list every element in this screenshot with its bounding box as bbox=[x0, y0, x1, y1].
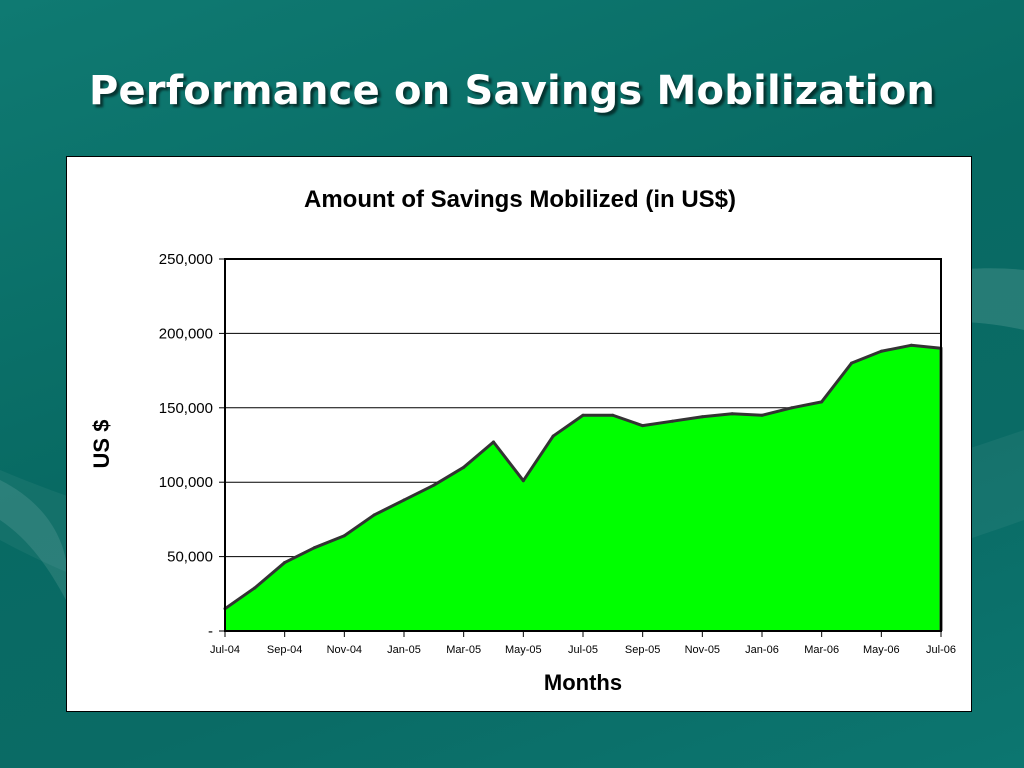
data-point bbox=[879, 349, 883, 353]
x-tick-label: Mar-05 bbox=[446, 644, 481, 656]
y-tick-label: 100,000 bbox=[159, 474, 213, 491]
data-point bbox=[462, 465, 466, 469]
data-point bbox=[700, 415, 704, 419]
data-point bbox=[313, 546, 316, 550]
data-point bbox=[283, 561, 287, 565]
y-axis-title: US $ bbox=[89, 420, 114, 469]
x-tick-label: Jul-04 bbox=[210, 644, 240, 656]
y-tick-label: 150,000 bbox=[159, 400, 213, 417]
data-point bbox=[581, 413, 585, 417]
x-tick-label: May-06 bbox=[863, 644, 900, 656]
x-axis-title: Months bbox=[544, 670, 622, 695]
x-tick-label: Mar-06 bbox=[804, 644, 839, 656]
y-tick-label: 50,000 bbox=[167, 549, 213, 566]
y-tick-label: - bbox=[208, 623, 213, 640]
x-tick-label: Jan-06 bbox=[745, 644, 779, 656]
x-tick-label: May-05 bbox=[505, 644, 542, 656]
data-point bbox=[402, 498, 406, 502]
data-point bbox=[551, 434, 555, 438]
data-point bbox=[641, 424, 645, 428]
data-point bbox=[432, 483, 436, 487]
area-chart: Amount of Savings Mobilized (in US$) - 50… bbox=[89, 186, 956, 695]
chart-container: Amount of Savings Mobilized (in US$) - 50… bbox=[66, 156, 972, 712]
data-point bbox=[790, 406, 794, 410]
data-point bbox=[611, 413, 615, 417]
data-point bbox=[253, 586, 257, 590]
x-tick-label: Sep-04 bbox=[267, 644, 302, 656]
x-tick-label: Nov-05 bbox=[685, 644, 720, 656]
data-point bbox=[372, 513, 376, 517]
slide-title: Performance on Savings Mobilization bbox=[88, 68, 936, 114]
data-point bbox=[492, 440, 495, 444]
x-tick-label: Jul-05 bbox=[568, 644, 598, 656]
data-point bbox=[760, 413, 764, 417]
series-line bbox=[224, 343, 943, 631]
y-tick-label: 250,000 bbox=[159, 251, 213, 268]
x-tick-label: Sep-05 bbox=[625, 644, 660, 656]
data-point bbox=[342, 534, 346, 538]
x-tick-label: Nov-04 bbox=[327, 644, 362, 656]
data-point bbox=[909, 343, 913, 347]
x-tick-label: Jan-05 bbox=[387, 644, 421, 656]
data-point bbox=[521, 479, 525, 483]
x-tick-label: Jul-06 bbox=[926, 644, 956, 656]
data-point bbox=[671, 419, 674, 423]
data-point bbox=[730, 412, 734, 416]
data-point bbox=[850, 361, 853, 365]
y-tick-label: 200,000 bbox=[159, 325, 213, 342]
chart-title: Amount of Savings Mobilized (in US$) bbox=[304, 186, 736, 213]
data-point bbox=[820, 400, 824, 404]
